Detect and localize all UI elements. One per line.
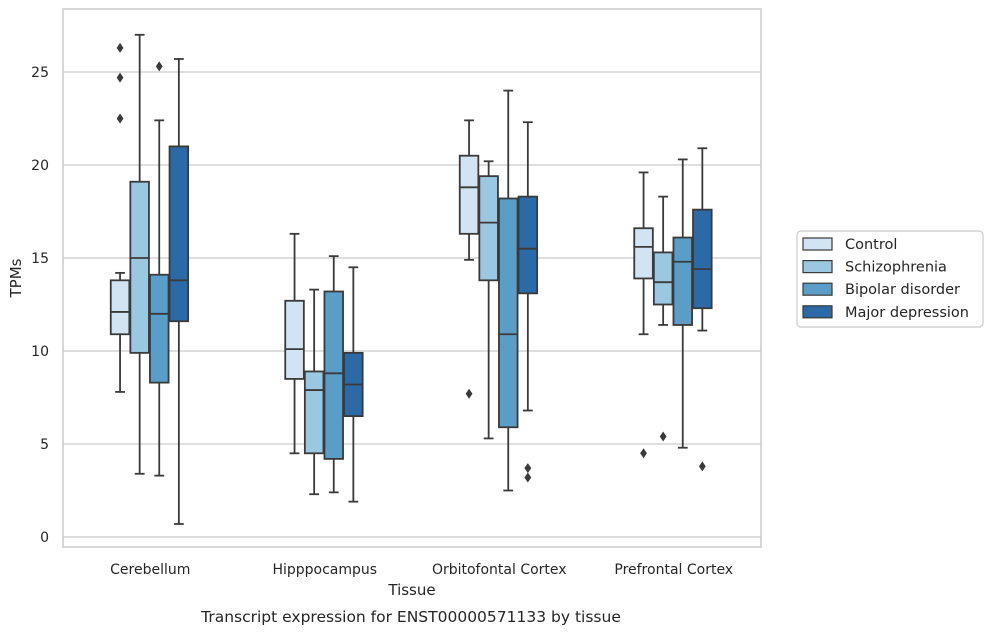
box-iqr <box>303 370 325 455</box>
y-tick-label: 0 <box>40 530 49 546</box>
box-iqr <box>149 273 170 384</box>
box-iqr <box>458 154 480 235</box>
y-tick-label: 10 <box>31 344 49 360</box>
x-axis-label: Tissue <box>387 581 435 599</box>
box-bipolar-disorder <box>149 61 170 477</box>
y-axis-label: TPMs <box>7 258 25 298</box>
box-bipolar-disorder <box>498 89 519 492</box>
outlier-point <box>116 42 124 53</box>
box-iqr <box>284 299 305 380</box>
box-major-depression <box>692 147 713 472</box>
y-tick-label: 5 <box>40 437 49 453</box>
legend-swatch <box>802 260 833 274</box>
legend-swatch <box>802 282 833 296</box>
box-major-depression <box>168 58 190 525</box>
box-control <box>109 42 131 393</box>
box-iqr <box>672 236 693 326</box>
box-iqr <box>517 195 539 295</box>
outlier-point <box>640 448 647 459</box>
outlier-point <box>116 113 124 124</box>
x-tick-label: Hipppocampus <box>272 562 377 578</box>
outlier-point <box>116 72 124 83</box>
legend: Control Schizophrenia Bipolar disorder Majo… <box>796 230 984 328</box>
box-iqr <box>129 180 150 354</box>
x-tick-label: Prefrontal Cortex <box>614 562 733 578</box>
outlier-point <box>698 461 706 472</box>
box-iqr <box>109 279 131 336</box>
box-iqr <box>633 227 654 280</box>
outlier-point <box>465 388 473 399</box>
chart-caption: Transcript expression for ENST0000057113… <box>200 608 621 626</box>
box-bipolar-disorder <box>672 158 693 449</box>
box-iqr <box>478 175 499 282</box>
box-control <box>284 232 305 455</box>
legend-frame <box>796 230 984 328</box>
box-schizophrenia <box>129 33 150 475</box>
box-major-depression <box>517 121 539 483</box>
box-control <box>458 119 480 399</box>
box-iqr <box>692 208 713 310</box>
x-tick-label: Cerebellum <box>110 562 190 578</box>
box-major-depression <box>343 266 364 503</box>
box-control <box>633 171 654 459</box>
outlier-point <box>524 472 532 483</box>
box-iqr <box>652 251 674 306</box>
y-tick-label: 20 <box>31 158 49 174</box>
box-schizophrenia <box>303 288 325 496</box>
outlier-point <box>155 61 163 72</box>
box-bipolar-disorder <box>323 255 344 494</box>
box-schizophrenia <box>478 160 499 440</box>
x-tick-label: Orbitofontal Cortex <box>432 562 567 578</box>
legend-label: Control <box>845 237 897 253</box>
box-iqr <box>323 290 344 460</box>
legend-label: Schizophrenia <box>845 260 947 276</box>
outlier-point <box>659 431 667 442</box>
plot-frame <box>62 8 762 548</box>
box-iqr <box>498 197 519 429</box>
y-tick-label: 25 <box>31 65 49 81</box>
legend-label: Bipolar disorder <box>845 282 960 298</box>
legend-label: Major depression <box>845 305 969 321</box>
y-tick-label: 15 <box>31 251 49 267</box>
legend-swatch <box>802 237 833 251</box>
box-schizophrenia <box>652 195 674 442</box>
legend-swatch <box>802 305 833 319</box>
outlier-point <box>524 463 532 474</box>
box-iqr <box>168 145 190 323</box>
